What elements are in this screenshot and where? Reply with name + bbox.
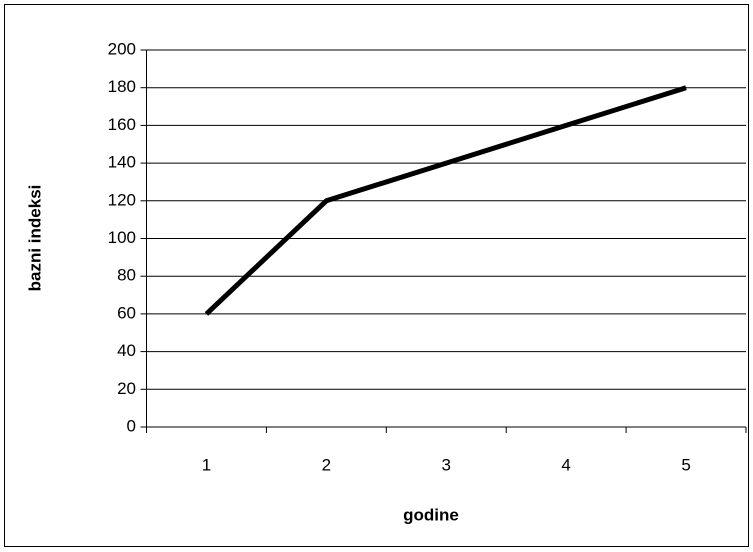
y-tick-label: 100 xyxy=(108,228,136,247)
x-tick-label: 4 xyxy=(561,455,570,474)
y-tick-label: 180 xyxy=(108,77,136,96)
data-line xyxy=(204,85,687,316)
x-tick-label: 1 xyxy=(202,455,211,474)
y-tick-label: 20 xyxy=(117,379,136,398)
y-tick-label: 140 xyxy=(108,153,136,172)
y-axis-label: bazni indeksi xyxy=(25,185,44,292)
x-tick-label: 2 xyxy=(322,455,331,474)
y-tick-label: 200 xyxy=(108,39,136,58)
y-tick-label: 0 xyxy=(127,416,136,435)
x-tick-label: 3 xyxy=(442,455,451,474)
chart-border xyxy=(4,4,749,547)
y-tick-label: 120 xyxy=(108,190,136,209)
y-tick-label: 160 xyxy=(108,115,136,134)
y-tick-label: 60 xyxy=(117,303,136,322)
y-tick-label: 80 xyxy=(117,266,136,285)
x-axis-label: godine xyxy=(403,505,459,524)
x-tick-label: 5 xyxy=(681,455,690,474)
y-tick-label: 40 xyxy=(117,341,136,360)
